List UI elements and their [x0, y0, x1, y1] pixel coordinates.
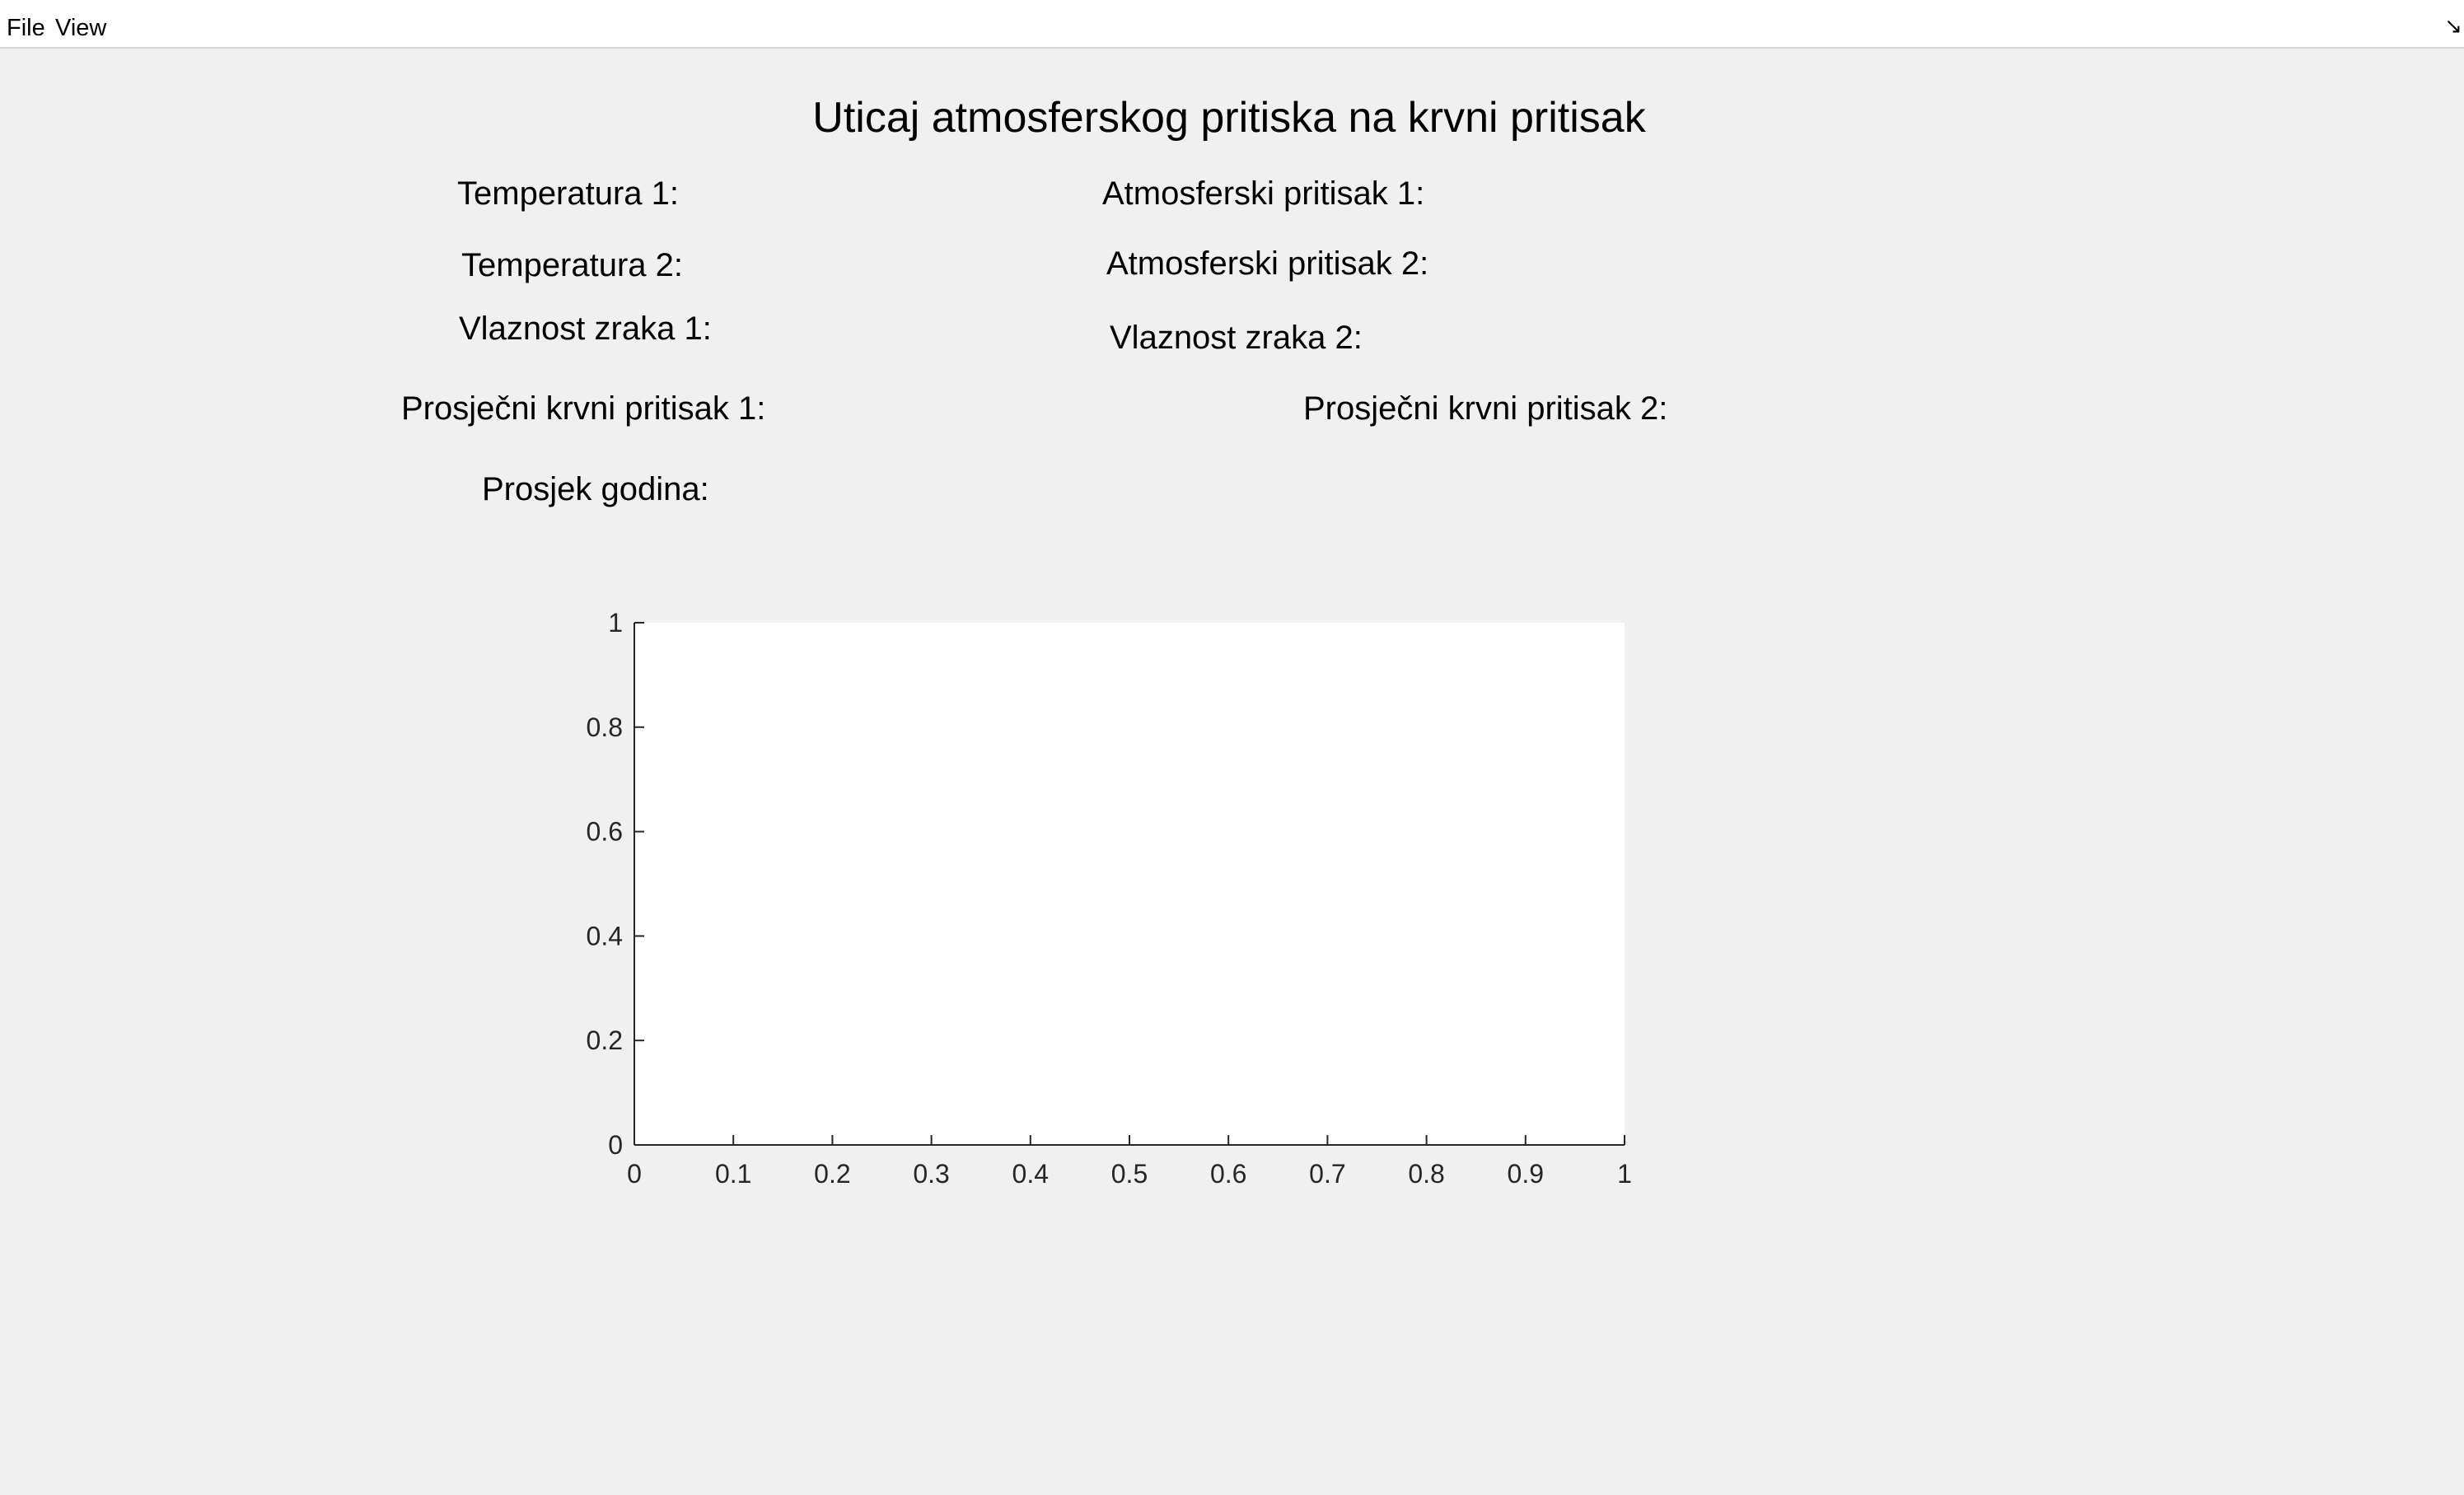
y-tick-label: 1 [608, 608, 623, 638]
x-tick-label: 0.6 [1210, 1159, 1246, 1189]
y-tick-label: 0 [608, 1130, 623, 1160]
x-tick-label: 1 [1617, 1159, 1632, 1189]
x-tick-label: 0.2 [814, 1159, 850, 1189]
label-temperatura-1: Temperatura 1: [457, 175, 680, 212]
undock-arrow-icon[interactable]: ↘ [2444, 13, 2462, 38]
plot-area [634, 623, 1625, 1145]
x-tick-label: 0.3 [913, 1159, 949, 1189]
x-tick-label: 0.1 [715, 1159, 751, 1189]
x-tick-label: 0.9 [1508, 1159, 1544, 1189]
x-tick-label: 0.8 [1408, 1159, 1444, 1189]
plot-axes[interactable]: 0 0.1 0.2 0.3 0.4 0.5 0.6 0.7 0.8 0.9 1 0 0.2 0.4 0.6 0… [560, 601, 1648, 1203]
menu-bar: File View ↘ [0, 0, 2464, 49]
label-prosjek-godina: Prosjek godina: [482, 471, 709, 507]
y-tick-label: 0.6 [587, 817, 623, 847]
label-vlaznost-zraka-1: Vlaznost zraka 1: [459, 311, 712, 347]
menu-file[interactable]: File [7, 15, 45, 41]
label-prosjecni-krvni-pritisak-1: Prosječni krvni pritisak 1: [401, 390, 766, 427]
label-atmosferski-pritisak-2: Atmosferski pritisak 2: [1106, 245, 1429, 282]
y-tick-label: 0.8 [587, 712, 623, 742]
x-tick-label: 0.5 [1111, 1159, 1148, 1189]
x-tick-label: 0 [627, 1159, 642, 1189]
label-atmosferski-pritisak-1: Atmosferski pritisak 1: [1102, 175, 1425, 212]
y-tick-label: 0.4 [587, 921, 623, 951]
label-vlaznost-zraka-2: Vlaznost zraka 2: [1110, 320, 1363, 356]
y-tick-label: 0.2 [587, 1025, 623, 1055]
page-title: Uticaj atmosferskog pritiska na krvni pr… [812, 94, 1646, 142]
label-prosjecni-krvni-pritisak-2: Prosječni krvni pritisak 2: [1303, 390, 1668, 427]
plot-svg[interactable]: 0 0.1 0.2 0.3 0.4 0.5 0.6 0.7 0.8 0.9 1 0 0.2 0.4 0.6 0… [560, 601, 1648, 1203]
menu-view[interactable]: View [55, 15, 107, 41]
x-tick-label: 0.4 [1012, 1159, 1049, 1189]
label-temperatura-2: Temperatura 2: [461, 247, 684, 283]
x-tick-label: 0.7 [1309, 1159, 1345, 1189]
